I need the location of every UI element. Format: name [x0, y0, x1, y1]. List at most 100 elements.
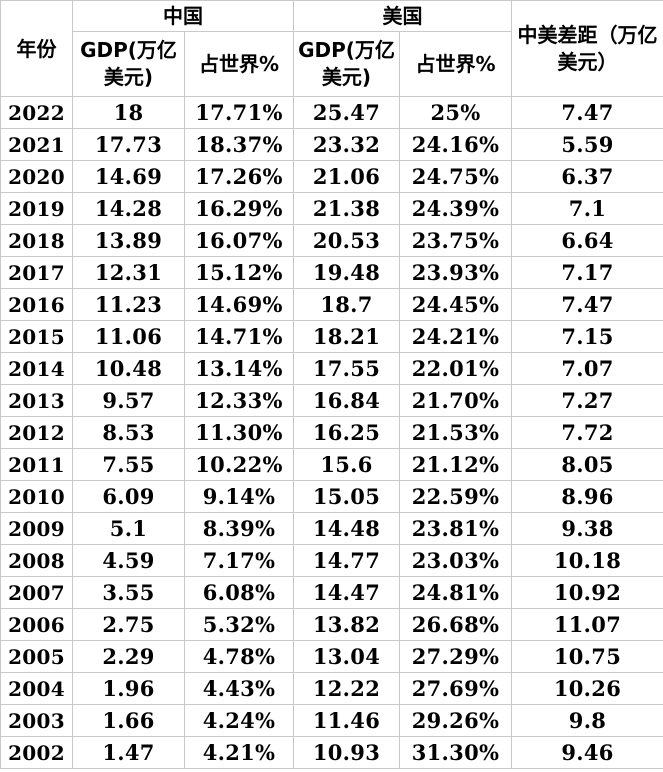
china-share-cell: 4.24%: [184, 704, 294, 737]
china-gdp-cell: 3.55: [72, 576, 185, 609]
gap-cell: 10.26: [511, 672, 663, 705]
usa-share-cell: 24.16%: [399, 128, 512, 161]
gap-cell: 6.64: [511, 224, 663, 257]
gap-cell: 9.46: [511, 736, 663, 769]
china-gdp-cell: 2.29: [72, 640, 185, 673]
header-year: 年份: [0, 0, 73, 97]
gap-cell: 10.18: [511, 544, 663, 577]
china-gdp-cell: 14.69: [72, 160, 185, 193]
year-cell: 2016: [0, 288, 73, 321]
usa-gdp-cell: 19.48: [293, 256, 400, 289]
gap-cell: 9.8: [511, 704, 663, 737]
year-cell: 2022: [0, 96, 73, 129]
usa-gdp-cell: 13.82: [293, 608, 400, 641]
china-gdp-cell: 11.23: [72, 288, 185, 321]
table-header: 年份 中国 美国 中美差距（万亿美元） GDP(万亿美元) 占世界% GDP(万…: [0, 0, 663, 97]
year-cell: 2019: [0, 192, 73, 225]
china-gdp-cell: 5.1: [72, 512, 185, 545]
year-cell: 2015: [0, 320, 73, 353]
table-row: 2018 13.89 16.07% 20.53 23.75% 6.64: [0, 224, 663, 257]
table-row: 2014 10.48 13.14% 17.55 22.01% 7.07: [0, 352, 663, 385]
table-row: 2020 14.69 17.26% 21.06 24.75% 6.37: [0, 160, 663, 193]
china-gdp-cell: 12.31: [72, 256, 185, 289]
usa-share-cell: 23.03%: [399, 544, 512, 577]
gap-cell: 10.92: [511, 576, 663, 609]
header-row-columns: GDP(万亿美元) 占世界% GDP(万亿美元) 占世界%: [1, 31, 663, 97]
gap-cell: 7.1: [511, 192, 663, 225]
usa-share-cell: 24.45%: [399, 288, 512, 321]
china-share-cell: 12.33%: [184, 384, 294, 417]
gap-cell: 8.05: [511, 448, 663, 481]
china-share-cell: 16.07%: [184, 224, 294, 257]
china-share-cell: 4.43%: [184, 672, 294, 705]
usa-gdp-cell: 16.25: [293, 416, 400, 449]
china-share-cell: 10.22%: [184, 448, 294, 481]
china-gdp-cell: 6.09: [72, 480, 185, 513]
gap-cell: 9.38: [511, 512, 663, 545]
usa-gdp-cell: 21.06: [293, 160, 400, 193]
table-body: 2022 18 17.71% 25.47 25% 7.47 2021 17.73 18.37% 2…: [0, 96, 663, 769]
usa-share-cell: 22.01%: [399, 352, 512, 385]
china-share-cell: 8.39%: [184, 512, 294, 545]
usa-share-cell: 22.59%: [399, 480, 512, 513]
usa-share-cell: 29.26%: [399, 704, 512, 737]
china-share-cell: 7.17%: [184, 544, 294, 577]
china-share-cell: 11.30%: [184, 416, 294, 449]
year-cell: 2008: [0, 544, 73, 577]
table-row: 2011 7.55 10.22% 15.6 21.12% 8.05: [0, 448, 663, 481]
year-cell: 2017: [0, 256, 73, 289]
usa-gdp-cell: 13.04: [293, 640, 400, 673]
gap-cell: 10.75: [511, 640, 663, 673]
china-share-cell: 9.14%: [184, 480, 294, 513]
usa-share-cell: 23.81%: [399, 512, 512, 545]
year-cell: 2003: [0, 704, 73, 737]
usa-gdp-cell: 23.32: [293, 128, 400, 161]
header-usa: 美国: [293, 0, 512, 32]
china-share-cell: 17.26%: [184, 160, 294, 193]
gap-cell: 7.07: [511, 352, 663, 385]
table-row: 2006 2.75 5.32% 13.82 26.68% 11.07: [0, 608, 663, 641]
usa-share-cell: 27.29%: [399, 640, 512, 673]
usa-gdp-cell: 11.46: [293, 704, 400, 737]
china-share-cell: 16.29%: [184, 192, 294, 225]
usa-share-cell: 23.75%: [399, 224, 512, 257]
usa-share-cell: 31.30%: [399, 736, 512, 769]
year-cell: 2013: [0, 384, 73, 417]
usa-gdp-cell: 25.47: [293, 96, 400, 129]
china-gdp-cell: 4.59: [72, 544, 185, 577]
china-share-cell: 13.14%: [184, 352, 294, 385]
china-gdp-cell: 9.57: [72, 384, 185, 417]
year-cell: 2021: [0, 128, 73, 161]
header-gap: 中美差距（万亿美元）: [511, 0, 663, 97]
year-cell: 2005: [0, 640, 73, 673]
usa-share-cell: 27.69%: [399, 672, 512, 705]
usa-gdp-cell: 15.05: [293, 480, 400, 513]
header-china: 中国: [72, 0, 294, 32]
usa-gdp-cell: 14.48: [293, 512, 400, 545]
year-cell: 2014: [0, 352, 73, 385]
china-share-cell: 4.78%: [184, 640, 294, 673]
table-row: 2015 11.06 14.71% 18.21 24.21% 7.15: [0, 320, 663, 353]
china-gdp-cell: 1.96: [72, 672, 185, 705]
gap-cell: 7.47: [511, 288, 663, 321]
usa-gdp-cell: 16.84: [293, 384, 400, 417]
china-share-cell: 6.08%: [184, 576, 294, 609]
table-row: 2003 1.66 4.24% 11.46 29.26% 9.8: [0, 704, 663, 737]
usa-share-cell: 24.81%: [399, 576, 512, 609]
usa-share-cell: 24.39%: [399, 192, 512, 225]
china-gdp-cell: 14.28: [72, 192, 185, 225]
gap-cell: 7.27: [511, 384, 663, 417]
table-row: 2017 12.31 15.12% 19.48 23.93% 7.17: [0, 256, 663, 289]
china-share-cell: 18.37%: [184, 128, 294, 161]
year-cell: 2018: [0, 224, 73, 257]
usa-share-cell: 21.12%: [399, 448, 512, 481]
header-usa-share: 占世界%: [399, 31, 512, 97]
usa-gdp-cell: 15.6: [293, 448, 400, 481]
china-share-cell: 5.32%: [184, 608, 294, 641]
china-gdp-cell: 8.53: [72, 416, 185, 449]
year-cell: 2010: [0, 480, 73, 513]
usa-gdp-cell: 12.22: [293, 672, 400, 705]
china-gdp-cell: 1.47: [72, 736, 185, 769]
year-cell: 2004: [0, 672, 73, 705]
